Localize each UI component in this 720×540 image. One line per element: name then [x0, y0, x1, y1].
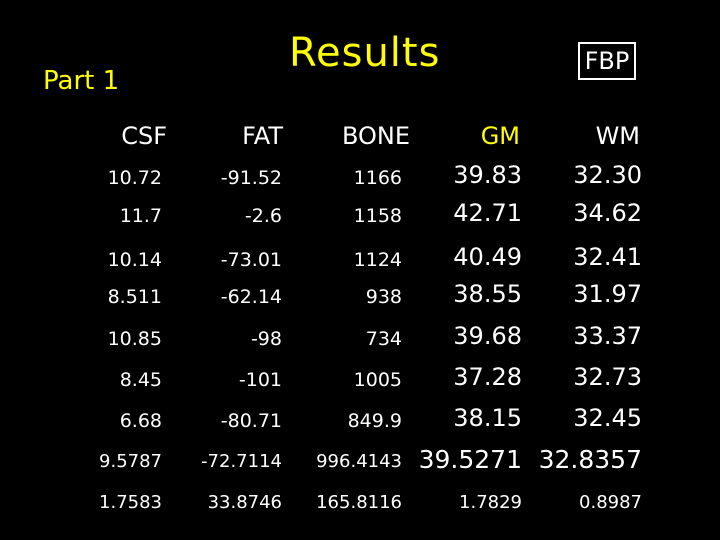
- table-row-cell: 38.15: [453, 404, 522, 432]
- table-row-cell: 33.37: [573, 322, 642, 350]
- std-row-cell: 33.8746: [207, 492, 282, 513]
- table-row-cell: 42.71: [453, 199, 522, 227]
- mean-row-cell: 32.8357: [538, 445, 642, 474]
- table-row-cell: 849.9: [347, 410, 402, 432]
- table-row-cell: 39.68: [453, 322, 522, 350]
- table-row-cell: 1166: [353, 167, 402, 189]
- table-row-cell: 10.14: [107, 249, 162, 271]
- column-header-gm: GM: [480, 122, 520, 150]
- mean-row-cell: -72.7114: [201, 451, 282, 472]
- table-row-cell: -62.14: [220, 286, 282, 308]
- table-row-cell: 38.55: [453, 280, 522, 308]
- part-label: Part 1: [43, 66, 120, 96]
- table-row-cell: -98: [250, 328, 282, 350]
- table-row-cell: 1124: [353, 249, 402, 271]
- table-row-cell: 734: [365, 328, 402, 350]
- mean-row-cell: 39.5271: [418, 445, 522, 474]
- method-box: FBP: [578, 42, 636, 80]
- table-row-cell: 10.72: [107, 167, 162, 189]
- table-row-cell: 40.49: [453, 243, 522, 271]
- mean-row-cell: 9.5787: [99, 451, 162, 472]
- table-row-cell: 39.83: [453, 161, 522, 189]
- table-row-cell: 32.41: [573, 243, 642, 271]
- table-row-cell: 8.511: [107, 286, 162, 308]
- table-row-cell: -73.01: [220, 249, 282, 271]
- table-row-cell: 32.30: [573, 161, 642, 189]
- table-row-cell: 32.73: [573, 363, 642, 391]
- table-row-cell: -101: [238, 369, 282, 391]
- table-row-cell: 938: [365, 286, 402, 308]
- table-row-cell: 31.97: [573, 280, 642, 308]
- std-row-cell: 1.7583: [99, 492, 162, 513]
- column-header-wm: WM: [595, 122, 640, 150]
- std-row-cell: 0.8987: [579, 492, 642, 513]
- table-row-cell: 1158: [353, 205, 402, 227]
- table-row-cell: -2.6: [244, 205, 282, 227]
- table-row-cell: -80.71: [220, 410, 282, 432]
- table-row-cell: 34.62: [573, 199, 642, 227]
- table-row-cell: 37.28: [453, 363, 522, 391]
- column-header-csf: CSF: [121, 122, 167, 150]
- std-row-cell: 165.8116: [316, 492, 402, 513]
- std-row-cell: 1.7829: [459, 492, 522, 513]
- table-row-cell: -91.52: [220, 167, 282, 189]
- slide-title: Results: [289, 30, 441, 76]
- mean-row-cell: 996.4143: [316, 451, 402, 472]
- table-row-cell: 10.85: [107, 328, 162, 350]
- table-row-cell: 11.7: [119, 205, 162, 227]
- table-row-cell: 6.68: [119, 410, 162, 432]
- column-header-fat: FAT: [242, 122, 283, 150]
- column-header-bone: BONE: [341, 122, 410, 150]
- table-row-cell: 8.45: [119, 369, 162, 391]
- table-row-cell: 32.45: [573, 404, 642, 432]
- table-row-cell: 1005: [353, 369, 402, 391]
